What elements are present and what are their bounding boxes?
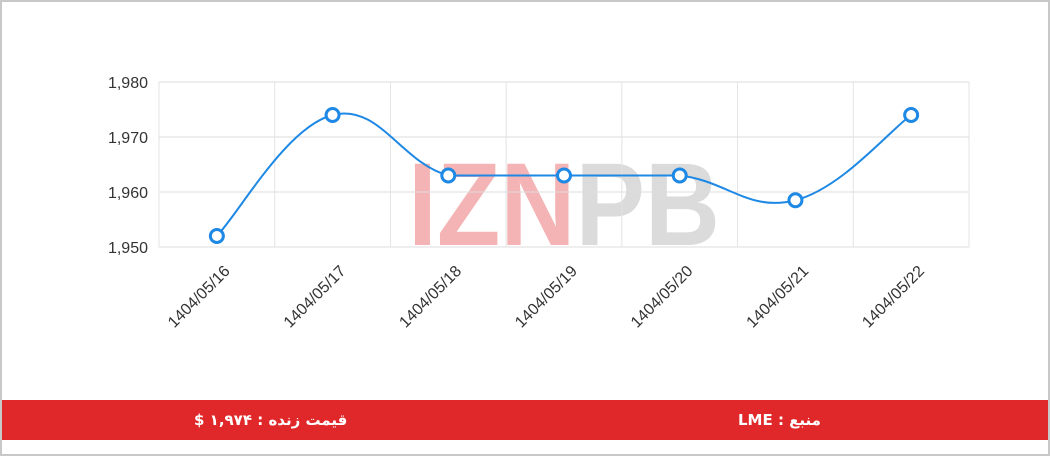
svg-text:IZNPB: IZNPB [408, 139, 720, 271]
data-point[interactable] [440, 167, 457, 184]
x-tick-label: 1404/05/22 [859, 263, 928, 332]
y-tick-label: 1,950 [108, 240, 148, 257]
y-tick-label: 1,970 [108, 130, 148, 147]
x-tick-label: 1404/05/21 [744, 263, 813, 332]
x-tick-label: 1404/05/19 [512, 263, 581, 332]
data-point[interactable] [208, 228, 225, 244]
watermark-logo: IZNPB [408, 139, 720, 271]
y-tick-label: 1,960 [108, 185, 148, 202]
chart-grid [158, 81, 970, 248]
data-point[interactable] [903, 107, 920, 123]
x-tick-label: 1404/05/18 [396, 263, 465, 332]
x-tick-label: 1404/05/16 [165, 263, 234, 332]
data-point[interactable] [324, 107, 341, 123]
info-bar: قیمت زنده : ۱,۹۷۴ $ منبع : LME [2, 400, 1048, 440]
y-tick-label: 1,980 [108, 75, 148, 92]
x-tick-label: 1404/05/20 [628, 263, 697, 332]
data-point[interactable] [787, 192, 804, 209]
x-tick-label: 1404/05/17 [281, 263, 350, 332]
y-axis: 1,980 1,970 1,960 1,950 [108, 75, 148, 257]
series-points [208, 107, 920, 244]
data-point[interactable] [556, 167, 572, 184]
data-point[interactable] [671, 167, 688, 184]
x-axis: 1404/05/16 1404/05/17 1404/05/18 1404/05/19… [165, 263, 928, 332]
source-label: منبع : LME [738, 411, 821, 429]
live-price-label: قیمت زنده : ۱,۹۷۴ $ [194, 411, 348, 429]
